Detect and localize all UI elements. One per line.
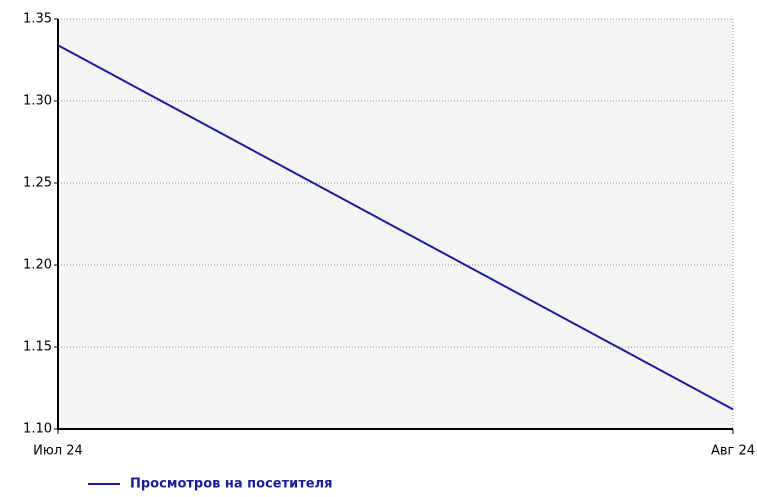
- y-tick-label: 1.20: [23, 258, 52, 273]
- plot-area: [58, 19, 733, 429]
- y-tick-label: 1.35: [23, 12, 52, 27]
- y-tick-label: 1.25: [23, 176, 52, 191]
- y-tick-label: 1.10: [23, 422, 52, 437]
- y-tick-label: 1.30: [23, 94, 52, 109]
- line-series: [57, 44, 734, 411]
- y-tick-label: 1.15: [23, 340, 52, 355]
- legend-label: Просмотров на посетителя: [130, 477, 332, 492]
- x-tick-label: Июл 24: [33, 444, 83, 459]
- x-tick-label: Авг 24: [711, 444, 755, 459]
